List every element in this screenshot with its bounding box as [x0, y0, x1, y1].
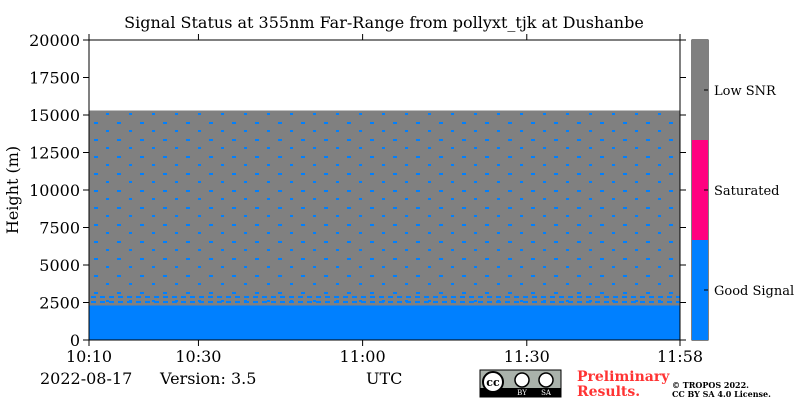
legend-label: Saturated	[714, 184, 779, 199]
badge-by: BY	[517, 389, 527, 397]
y-tick-label: 15000	[29, 106, 80, 125]
preliminary-line-1: Preliminary	[577, 369, 670, 385]
y-tick-label: 20000	[29, 31, 80, 50]
license: CC BY SA 4.0 License.	[672, 389, 771, 399]
y-axis-label: Height (m)	[3, 146, 22, 234]
status-layer	[89, 305, 680, 340]
legend-label: Low SNR	[714, 84, 777, 99]
y-tick-label: 2500	[39, 294, 80, 313]
preliminary-line-2: Results.	[577, 384, 640, 400]
y-tick-label: 12500	[29, 144, 80, 163]
plot-area	[89, 110, 680, 340]
x-tick-label: 11:00	[340, 347, 386, 366]
copyright: © TROPOS 2022.	[672, 380, 749, 390]
date: 2022-08-17	[40, 369, 132, 388]
speckle-texture	[89, 110, 680, 306]
x-tick-label: 10:30	[175, 347, 221, 366]
y-tick-label: 17500	[29, 69, 80, 88]
colorbar-segment	[692, 40, 708, 140]
badge-sa: SA	[541, 389, 552, 397]
chart-title: Signal Status at 355nm Far-Range from po…	[124, 13, 644, 32]
colorbar-segment	[692, 240, 708, 340]
x-axis-label: UTC	[366, 369, 402, 388]
y-tick-label: 0	[70, 331, 80, 350]
y-tick-label: 7500	[39, 219, 80, 238]
speckle-texture	[89, 295, 680, 306]
license-badge: cc BY SA	[479, 369, 562, 398]
y-tick-label: 10000	[29, 181, 80, 200]
colorbar: Good Signal Saturated Low SNR	[692, 40, 794, 340]
legend-label: Good Signal	[714, 284, 794, 299]
colorbar-segment	[692, 140, 708, 240]
y-tick-label: 5000	[39, 256, 80, 275]
version: Version: 3.5	[159, 369, 256, 388]
x-tick-label: 11:30	[504, 347, 550, 366]
x-tick-label: 11:58	[657, 347, 703, 366]
badge-cc: cc	[486, 376, 500, 389]
x-tick-label: 10:10	[66, 347, 112, 366]
